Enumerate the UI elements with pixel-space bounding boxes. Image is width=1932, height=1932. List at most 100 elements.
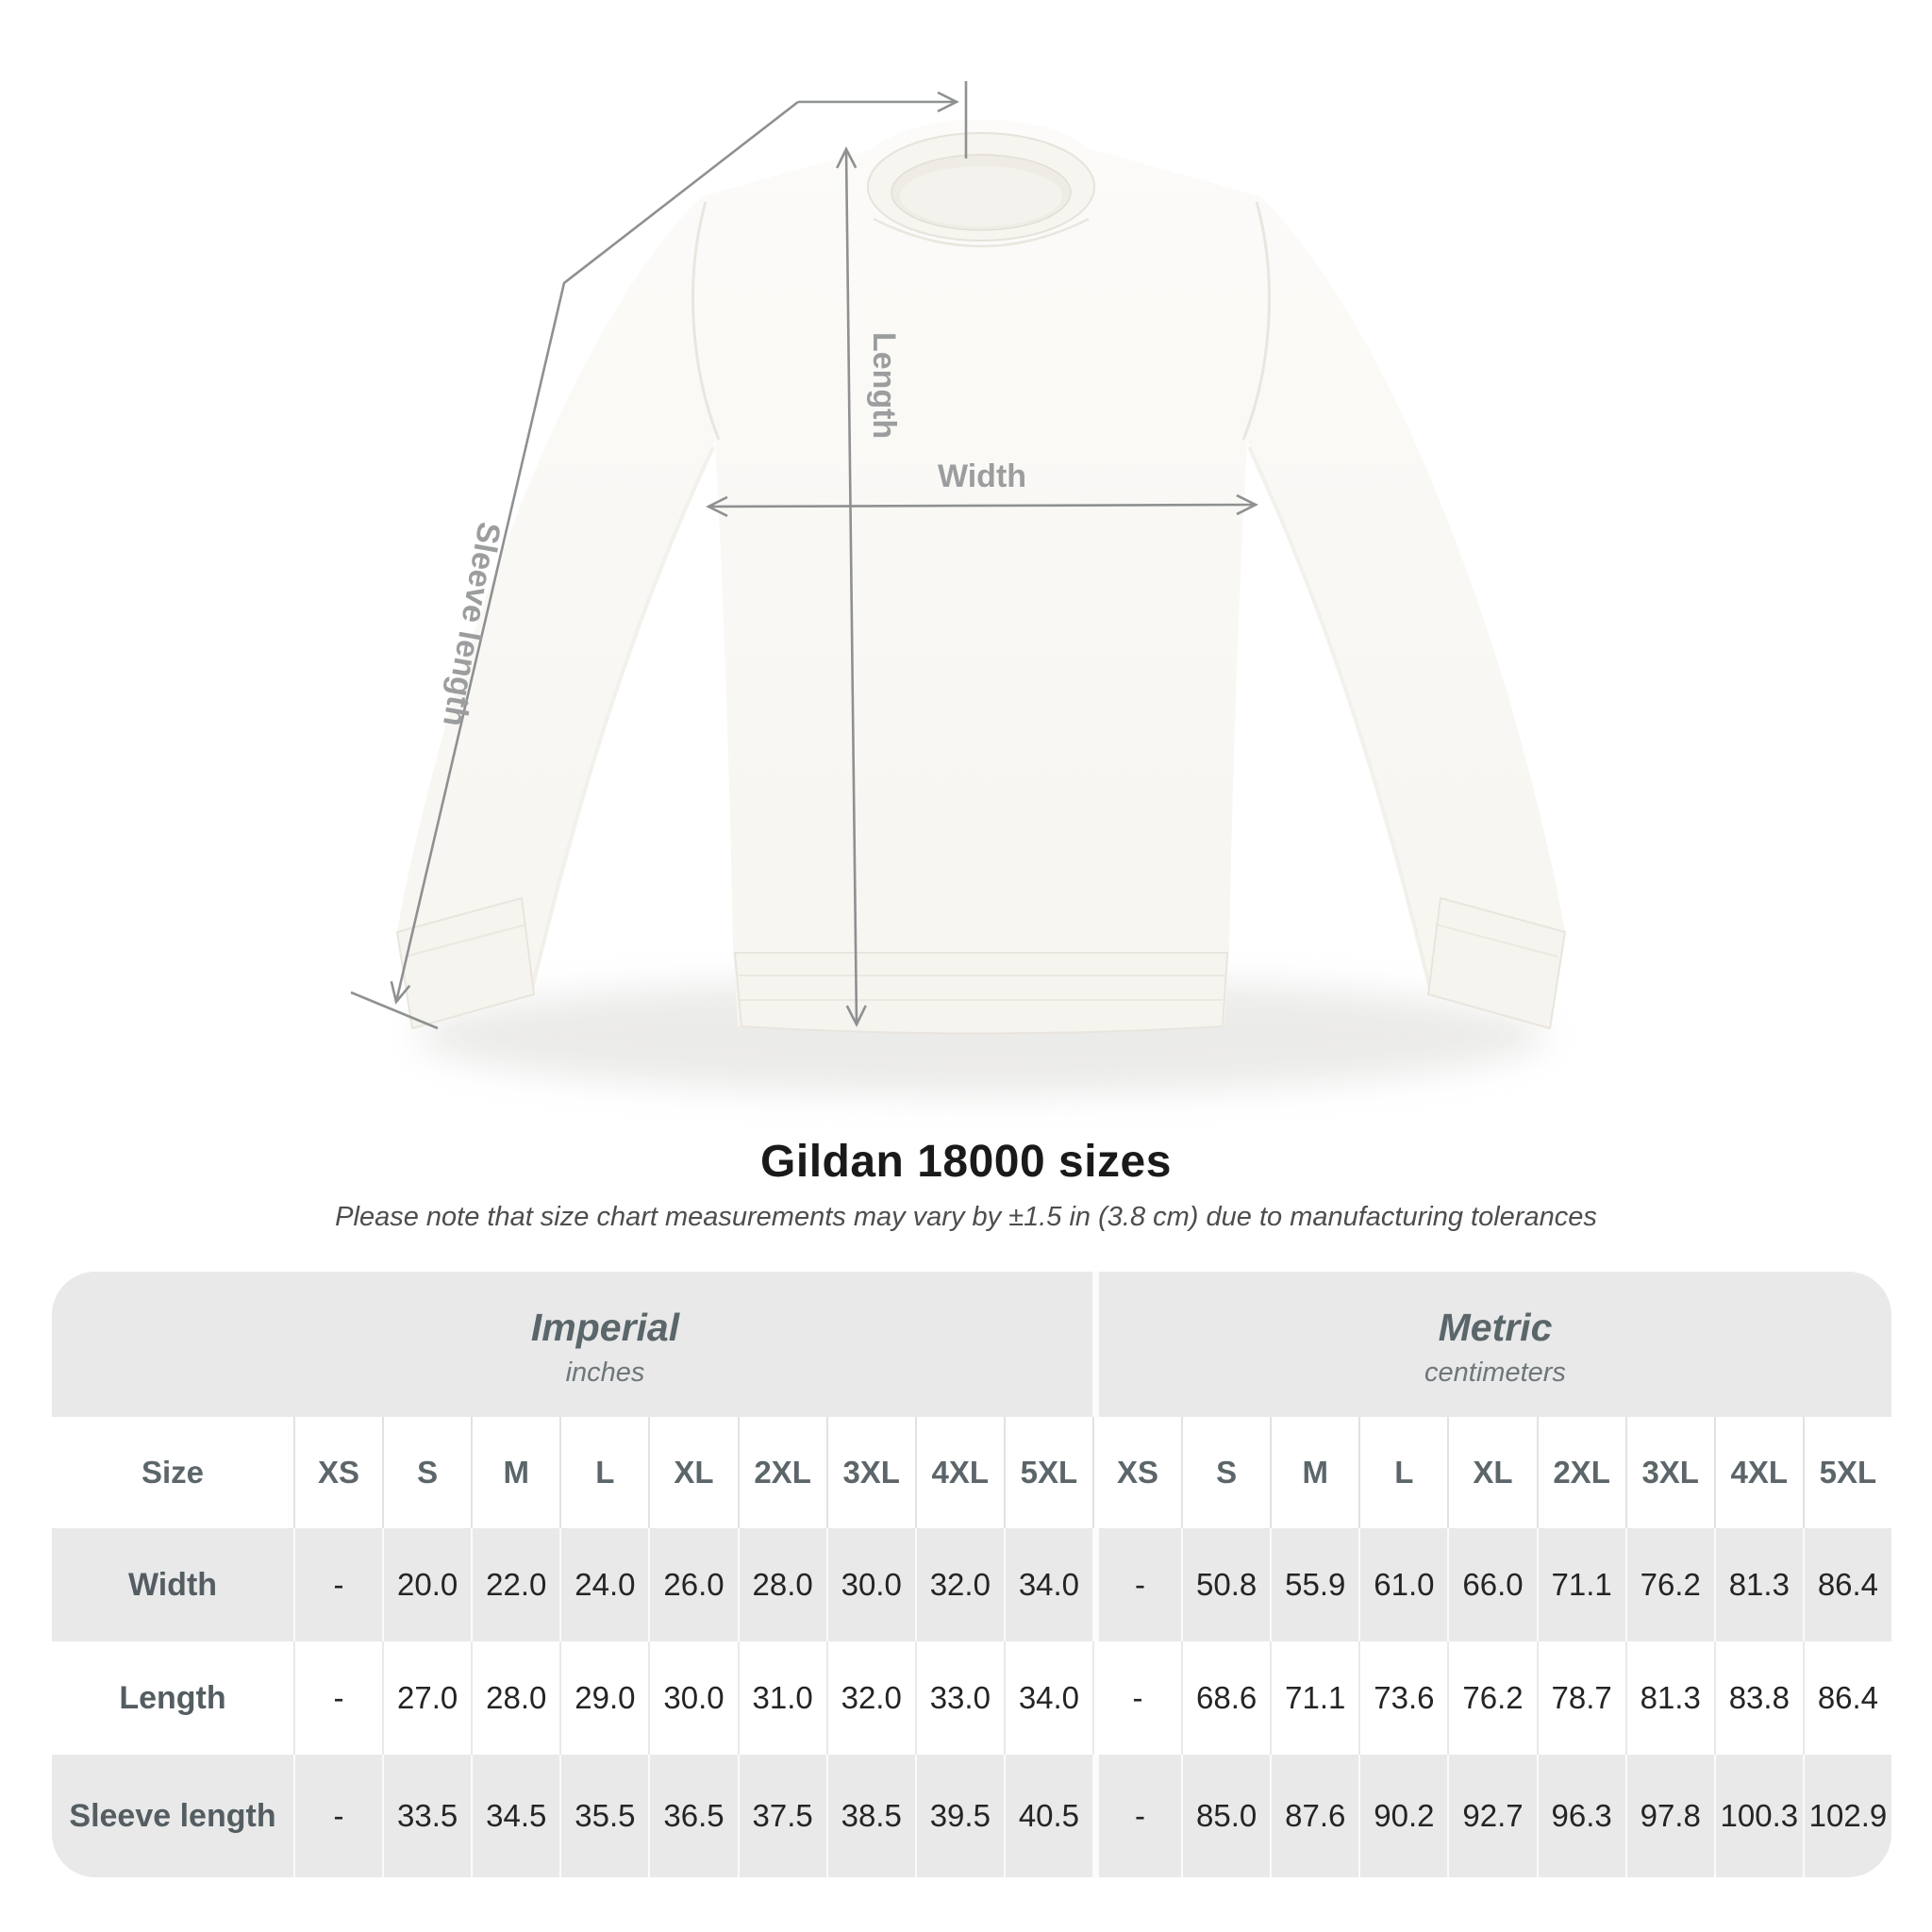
table-cell: 29.0 <box>559 1641 648 1755</box>
table-cell: 81.3 <box>1624 1641 1714 1755</box>
table-row-length: Length - 27.0 28.0 29.0 30.0 31.0 32.0 3… <box>52 1641 1891 1755</box>
table-cell: 92.7 <box>1447 1755 1536 1877</box>
table-cell: 55.9 <box>1270 1528 1358 1641</box>
col-header: L <box>1358 1417 1447 1528</box>
unit-header-row: Imperial inches Metric centimeters <box>52 1272 1891 1417</box>
col-header: L <box>559 1417 648 1528</box>
table-cell: 66.0 <box>1447 1528 1536 1641</box>
table-cell: 38.5 <box>825 1755 915 1877</box>
col-header: 3XL <box>1624 1417 1714 1528</box>
cuff-right-rib <box>1435 924 1558 958</box>
table-cell: 31.0 <box>737 1641 826 1755</box>
table-cell: 61.0 <box>1358 1528 1447 1641</box>
table-cell: 34.0 <box>1003 1528 1092 1641</box>
table-cell: 76.2 <box>1447 1641 1536 1755</box>
row-label: Sleeve length <box>69 1797 276 1834</box>
hem-band <box>733 952 1229 1035</box>
col-header-size: Size <box>141 1455 205 1490</box>
col-header: 4XL <box>1713 1417 1803 1528</box>
table-cell: 71.1 <box>1270 1641 1358 1755</box>
size-header-row: Size XS S M L XL 2XL 3XL 4XL 5XL XS S M … <box>52 1417 1891 1528</box>
tolerance-note: Please note that size chart measurements… <box>335 1202 1597 1232</box>
table-cell: 68.6 <box>1181 1641 1270 1755</box>
table-cell: 73.6 <box>1358 1641 1447 1755</box>
table-cell: 34.0 <box>1003 1641 1092 1755</box>
table-cell: 34.5 <box>471 1755 559 1877</box>
table-cell: 22.0 <box>471 1528 559 1641</box>
sleeve-crease-right <box>1247 446 1433 993</box>
table-cell: 86.4 <box>1802 1528 1891 1641</box>
table-row-sleeve-length: Sleeve length - 33.5 34.5 35.5 36.5 37.5… <box>52 1755 1891 1877</box>
col-header: 3XL <box>825 1417 915 1528</box>
unit-header-imperial: Imperial inches <box>52 1272 1092 1417</box>
col-header: M <box>1270 1417 1358 1528</box>
col-header: S <box>1181 1417 1270 1528</box>
width-dimension-line <box>706 493 1258 518</box>
table-cell: 102.9 <box>1802 1755 1891 1877</box>
col-header: 2XL <box>737 1417 826 1528</box>
table-cell: - <box>293 1528 382 1641</box>
table-cell: 85.0 <box>1181 1755 1270 1877</box>
table-cell: 39.5 <box>914 1755 1004 1877</box>
length-dimension-line <box>836 146 867 1027</box>
imperial-unit: inches <box>565 1357 645 1388</box>
table-cell: 97.8 <box>1624 1755 1714 1877</box>
table-cell: 71.1 <box>1536 1528 1625 1641</box>
table-cell: 96.3 <box>1536 1755 1625 1877</box>
table-cell: 50.8 <box>1181 1528 1270 1641</box>
table-cell: 33.0 <box>914 1641 1004 1755</box>
table-cell: 32.0 <box>825 1641 915 1755</box>
col-header: M <box>471 1417 559 1528</box>
size-table: Imperial inches Metric centimeters Size … <box>52 1272 1891 1877</box>
table-cell: - <box>293 1755 382 1877</box>
table-cell: 90.2 <box>1358 1755 1447 1877</box>
table-cell: 24.0 <box>559 1528 648 1641</box>
width-dimension-label: Width <box>938 458 1026 494</box>
table-cell: 28.0 <box>471 1641 559 1755</box>
dimension-annotations <box>350 81 1258 1030</box>
table-cell: 27.0 <box>382 1641 471 1755</box>
table-cell: 33.5 <box>382 1755 471 1877</box>
table-cell: 81.3 <box>1713 1528 1803 1641</box>
armhole-seam-left <box>691 201 721 441</box>
table-cell: - <box>1092 1528 1181 1641</box>
table-cell: 28.0 <box>737 1528 826 1641</box>
table-cell: 37.5 <box>737 1755 826 1877</box>
table-cell: 78.7 <box>1536 1641 1625 1755</box>
imperial-label: Imperial <box>530 1306 680 1349</box>
metric-label: Metric <box>1438 1306 1553 1349</box>
sleeve-end-tick <box>350 991 439 1030</box>
col-header: S <box>382 1417 471 1528</box>
sweatshirt-body <box>397 119 1565 1034</box>
table-cell: - <box>1092 1755 1181 1877</box>
table-cell: 35.5 <box>559 1755 648 1877</box>
table-cell: 26.0 <box>648 1528 737 1641</box>
col-header: XL <box>648 1417 737 1528</box>
col-header: 2XL <box>1536 1417 1625 1528</box>
table-row-width: Width - 20.0 22.0 24.0 26.0 28.0 30.0 32… <box>52 1528 1891 1641</box>
cuff-left-rib <box>404 924 527 958</box>
col-header: 4XL <box>914 1417 1004 1528</box>
garment-shadow <box>415 977 1547 1094</box>
table-cell: 30.0 <box>825 1528 915 1641</box>
armhole-seam-right <box>1241 201 1271 441</box>
table-cell: - <box>293 1641 382 1755</box>
col-header: XS <box>293 1417 382 1528</box>
table-cell: 76.2 <box>1624 1528 1714 1641</box>
table-cell: 100.3 <box>1713 1755 1803 1877</box>
col-header: XS <box>1092 1417 1181 1528</box>
table-cell: - <box>1092 1641 1181 1755</box>
length-dimension-label: Length <box>866 332 902 439</box>
table-cell: 40.5 <box>1003 1755 1092 1877</box>
col-header: XL <box>1447 1417 1536 1528</box>
table-cell: 32.0 <box>914 1528 1004 1641</box>
size-diagram: Length Width Sleeve length <box>350 81 1567 1094</box>
row-label: Width <box>127 1566 218 1603</box>
col-header: 5XL <box>1003 1417 1092 1528</box>
page-title: Gildan 18000 sizes <box>760 1137 1172 1187</box>
sleeve-dimension-line <box>390 100 799 1005</box>
unit-header-metric: Metric centimeters <box>1092 1272 1891 1417</box>
metric-unit: centimeters <box>1424 1357 1566 1388</box>
collar-stitch <box>873 217 1090 248</box>
